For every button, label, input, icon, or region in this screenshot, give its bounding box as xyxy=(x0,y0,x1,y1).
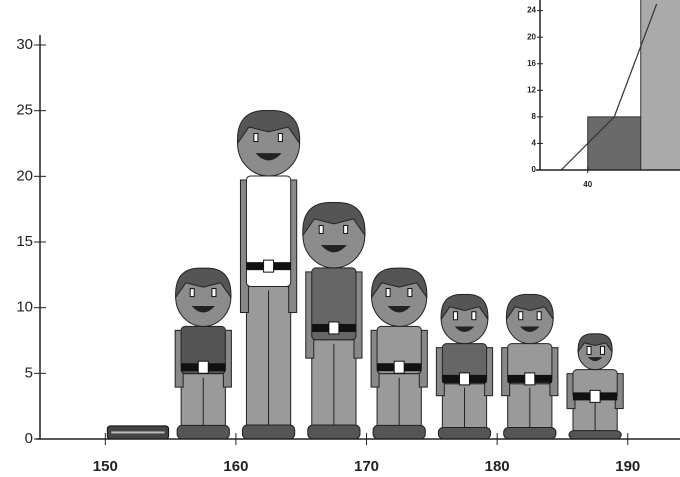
y-tick-label: 5 xyxy=(25,364,33,381)
figure-hair xyxy=(371,267,428,299)
y-tick-label: 20 xyxy=(527,32,536,41)
y-tick-label: 25 xyxy=(16,102,33,119)
figure-buckle xyxy=(197,360,209,374)
figure-mouth xyxy=(191,305,215,313)
figure-eye xyxy=(586,345,592,355)
bar xyxy=(587,116,642,170)
figure-hair xyxy=(237,110,301,145)
figure-hair xyxy=(175,267,232,299)
bar xyxy=(640,0,680,170)
y-tick-label: 30 xyxy=(16,36,33,53)
figure-mouth xyxy=(519,326,540,332)
figure-eye xyxy=(277,133,283,143)
figure-bar xyxy=(302,202,366,439)
x-tick-label: 150 xyxy=(93,458,118,475)
figure-eye xyxy=(318,224,324,234)
figure-mouth xyxy=(454,326,475,332)
figure-buckle xyxy=(328,321,340,335)
figure-eye xyxy=(343,224,349,234)
figure-buckle xyxy=(524,372,536,386)
figure-bar xyxy=(106,425,170,439)
figure-mouth xyxy=(255,153,282,161)
figure-shoes xyxy=(503,426,557,439)
y-tick-label: 24 xyxy=(527,6,536,15)
figure-hair xyxy=(505,293,554,321)
figure-buckle xyxy=(393,360,405,374)
y-tick-label: 0 xyxy=(25,430,33,447)
figure-eye xyxy=(189,288,195,298)
y-tick-label: 10 xyxy=(16,299,33,316)
figure-eye xyxy=(518,311,524,321)
figure-buckle xyxy=(589,389,601,403)
inset-chart: 0 4 8 12 16 20 24 40 xyxy=(527,0,680,189)
figure-lying-stripe xyxy=(111,431,165,434)
figure-bar xyxy=(501,293,559,439)
figure-mouth xyxy=(387,305,411,313)
figure-shoes xyxy=(437,426,492,439)
x-tick-label: 40 xyxy=(583,180,592,189)
figure-eye xyxy=(536,311,542,321)
line xyxy=(560,3,658,170)
x-tick-label: 190 xyxy=(615,458,640,475)
figure-eye xyxy=(471,311,477,321)
x-tick-label: 170 xyxy=(354,458,379,475)
figure-bar xyxy=(566,333,624,439)
figure-bar xyxy=(435,293,494,439)
y-tick-label: 20 xyxy=(16,167,33,184)
figure-mouth xyxy=(587,357,603,362)
y-tick-label: 8 xyxy=(532,112,537,121)
figure-eye xyxy=(385,288,391,298)
figure-buckle xyxy=(458,372,470,386)
figure-bar xyxy=(174,267,232,439)
figure-shoes xyxy=(307,424,361,439)
x-tick-label: 180 xyxy=(485,458,510,475)
figure-shoes xyxy=(568,430,622,439)
figure-hair xyxy=(577,333,613,354)
figure-bar xyxy=(370,267,428,439)
y-tick-label: 12 xyxy=(527,85,536,94)
figure-bar xyxy=(237,110,301,439)
figure-eye xyxy=(599,345,605,355)
y-tick-label: 4 xyxy=(532,139,537,148)
figure-eye xyxy=(452,311,458,321)
x-tick-label: 160 xyxy=(223,458,248,475)
figure-shoes xyxy=(241,424,296,439)
y-tick-label: 15 xyxy=(16,233,33,250)
figure-shoes xyxy=(372,424,426,439)
plot-area xyxy=(560,0,680,170)
figure-shoes xyxy=(176,424,230,439)
figure-hair xyxy=(440,293,489,321)
figure-eye xyxy=(253,133,259,143)
figure-hair xyxy=(302,202,366,237)
figure-eye xyxy=(211,288,217,298)
figure-mouth xyxy=(320,245,347,253)
figure-buckle xyxy=(263,259,275,273)
figure-eye xyxy=(407,288,413,298)
y-tick-label: 0 xyxy=(532,165,537,174)
y-tick-label: 16 xyxy=(527,59,536,68)
